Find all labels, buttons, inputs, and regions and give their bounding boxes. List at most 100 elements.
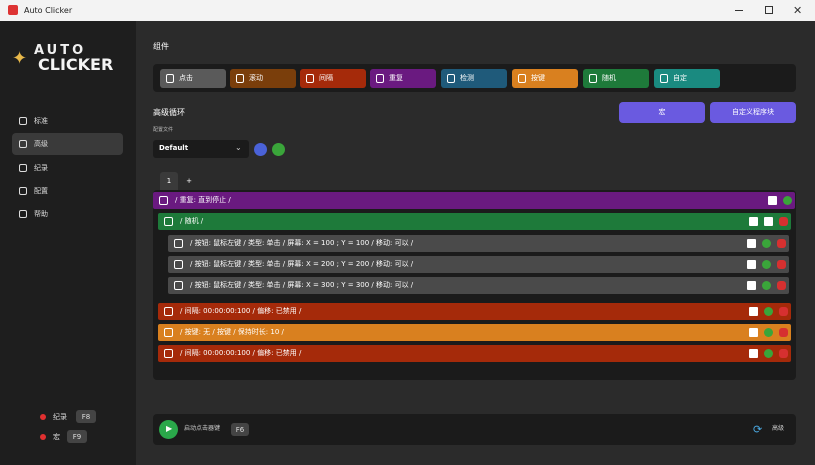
row-text: / 间隔: 00:00:00:100 / 偏移: 已禁用 / [180, 307, 302, 315]
component-icon [166, 74, 174, 83]
component-icon [518, 74, 526, 83]
component-label: 间隔 [319, 74, 333, 82]
edit-button[interactable] [764, 328, 773, 337]
row-icon [164, 217, 173, 226]
edit-button[interactable] [764, 349, 773, 358]
edit-button[interactable] [762, 281, 771, 290]
title-bar: Auto Clicker ✕ [0, 0, 815, 21]
component-label: 检测 [460, 74, 474, 82]
row-text: / 按钮: 鼠标左键 / 类型: 单击 / 屏幕: X = 300 ; Y = … [190, 281, 414, 289]
component-label: 随机 [602, 74, 616, 82]
component-label: 按键 [531, 74, 545, 82]
row-text: / 按钮: 鼠标左键 / 类型: 单击 / 屏幕: X = 200 ; Y = … [190, 260, 414, 268]
loop-title: 高级循环 [153, 108, 185, 117]
delete-button[interactable] [779, 217, 788, 226]
tab[interactable]: 1 [160, 172, 178, 190]
profile-label: 配置文件 [153, 127, 174, 133]
component-button[interactable]: 滚动 [230, 69, 296, 88]
loop-button[interactable]: 宏 [619, 102, 705, 123]
copy-button[interactable] [747, 260, 756, 269]
maximize-button[interactable] [765, 6, 773, 14]
nav-icon [19, 187, 27, 195]
copy-button[interactable] [749, 349, 758, 358]
add-profile-button[interactable] [254, 143, 267, 156]
row-icon [164, 328, 173, 337]
row-icon [174, 281, 183, 290]
row-text: / 随机 / [180, 217, 204, 225]
loop-row: / 重复: 直到停止 / [153, 192, 795, 209]
start-hotkey: F6 [231, 423, 249, 436]
edit-button[interactable] [783, 196, 792, 205]
component-button[interactable]: 重复 [370, 69, 436, 88]
dropdown-arrow: ⌄ [235, 143, 242, 152]
hotkey-key: F8 [76, 410, 96, 423]
nav-item[interactable]: 纪录 [34, 164, 48, 172]
delete-button[interactable] [779, 307, 788, 316]
loop-row: / 按钮: 鼠标左键 / 类型: 单击 / 屏幕: X = 300 ; Y = … [168, 277, 789, 294]
edit-button[interactable] [764, 307, 773, 316]
profile-value: Default [159, 144, 189, 152]
copy-button[interactable] [749, 307, 758, 316]
row-icon [164, 349, 173, 358]
nav-item[interactable]: 标准 [34, 117, 48, 125]
edit-button[interactable] [762, 239, 771, 248]
delete-button[interactable] [777, 239, 786, 248]
hotkey-key: F9 [67, 430, 87, 443]
copy-button[interactable] [764, 217, 773, 226]
nav-item[interactable]: 配置 [34, 187, 48, 195]
component-label: 点击 [179, 74, 193, 82]
minimize-button[interactable] [735, 10, 743, 11]
component-label: 滚动 [249, 74, 263, 82]
nav-icon [19, 210, 27, 218]
close-button[interactable]: ✕ [793, 4, 803, 17]
loop-button-label: 自定义程序块 [732, 108, 774, 116]
component-icon [589, 74, 597, 83]
menu-button[interactable] [749, 217, 758, 226]
edit-profile-button[interactable] [272, 143, 285, 156]
component-button[interactable]: 按键 [512, 69, 578, 88]
delete-button[interactable] [779, 349, 788, 358]
delete-button[interactable] [777, 260, 786, 269]
component-icon [306, 74, 314, 83]
component-button[interactable]: 间隔 [300, 69, 366, 88]
component-button[interactable]: 点击 [160, 69, 226, 88]
loop-button-label: 宏 [658, 108, 666, 116]
delete-button[interactable] [779, 328, 788, 337]
start-button[interactable] [159, 420, 178, 439]
hotkey-label: 宏 [53, 433, 60, 441]
row-text: / 重复: 直到停止 / [175, 196, 231, 204]
loop-row: / 间隔: 00:00:00:100 / 偏移: 已禁用 / [158, 345, 791, 362]
nav-item[interactable]: 帮助 [34, 210, 48, 218]
loop-row: / 按键: 无 / 按键 / 保持时长: 10 / [158, 324, 791, 341]
active-nav-highlight [12, 133, 123, 155]
nav-icon [19, 164, 27, 172]
component-button[interactable]: 随机 [583, 69, 649, 88]
menu-button[interactable] [768, 196, 777, 205]
copy-button[interactable] [747, 281, 756, 290]
window-title: Auto Clicker [24, 6, 73, 15]
edit-button[interactable] [762, 260, 771, 269]
profile-dropdown[interactable]: Default ⌄ [153, 140, 249, 158]
component-button[interactable]: 自定 [654, 69, 720, 88]
tab-label: 1 [166, 177, 172, 185]
loop-row: / 按钮: 鼠标左键 / 类型: 单击 / 屏幕: X = 100 ; Y = … [168, 235, 789, 252]
row-icon [174, 260, 183, 269]
loop-button[interactable]: 自定义程序块 [710, 102, 796, 123]
mode-label[interactable]: 高级 [772, 425, 785, 432]
loop-row: / 按钮: 鼠标左键 / 类型: 单击 / 屏幕: X = 200 ; Y = … [168, 256, 789, 273]
tab[interactable]: + [180, 172, 198, 190]
mode-icon: ⟳ [753, 423, 763, 436]
nav-item[interactable]: 高级 [34, 140, 48, 148]
record-dot [40, 434, 46, 440]
component-label: 自定 [673, 74, 687, 82]
row-icon [164, 307, 173, 316]
delete-button[interactable] [777, 281, 786, 290]
component-button[interactable]: 检测 [441, 69, 507, 88]
copy-button[interactable] [749, 328, 758, 337]
copy-button[interactable] [747, 239, 756, 248]
app-icon [8, 5, 18, 15]
logo-bottom: CLICKER [38, 55, 114, 74]
row-text: / 间隔: 00:00:00:100 / 偏移: 已禁用 / [180, 349, 302, 357]
component-icon [447, 74, 455, 83]
